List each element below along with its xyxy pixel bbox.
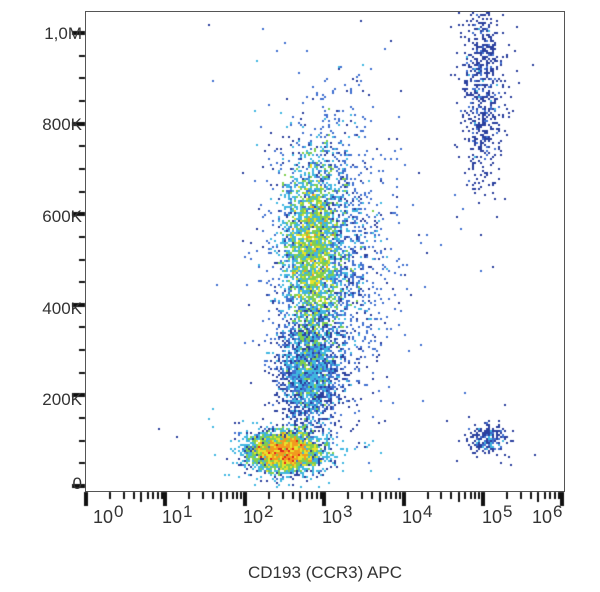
x-tick-label: 103 (322, 502, 353, 527)
x-tick-label: 101 (162, 502, 193, 527)
y-tick-label: 400K (42, 299, 82, 318)
y-tick-label: 800K (42, 115, 82, 134)
y-tick-label: 1,0M (44, 24, 82, 43)
x-tick-label: 100 (93, 502, 124, 527)
x-tick-label: 105 (482, 502, 513, 527)
y-tick-label: 200K (42, 390, 82, 409)
x-tick-label: 104 (402, 502, 433, 527)
x-axis-title: CD193 (CCR3) APC (248, 563, 402, 582)
x-tick-label: 102 (243, 502, 274, 527)
x-tick-label: 106 (532, 502, 563, 527)
y-tick-label: 0 (72, 474, 82, 493)
axis-ticks (0, 0, 600, 520)
y-tick-label: 600K (42, 207, 82, 226)
